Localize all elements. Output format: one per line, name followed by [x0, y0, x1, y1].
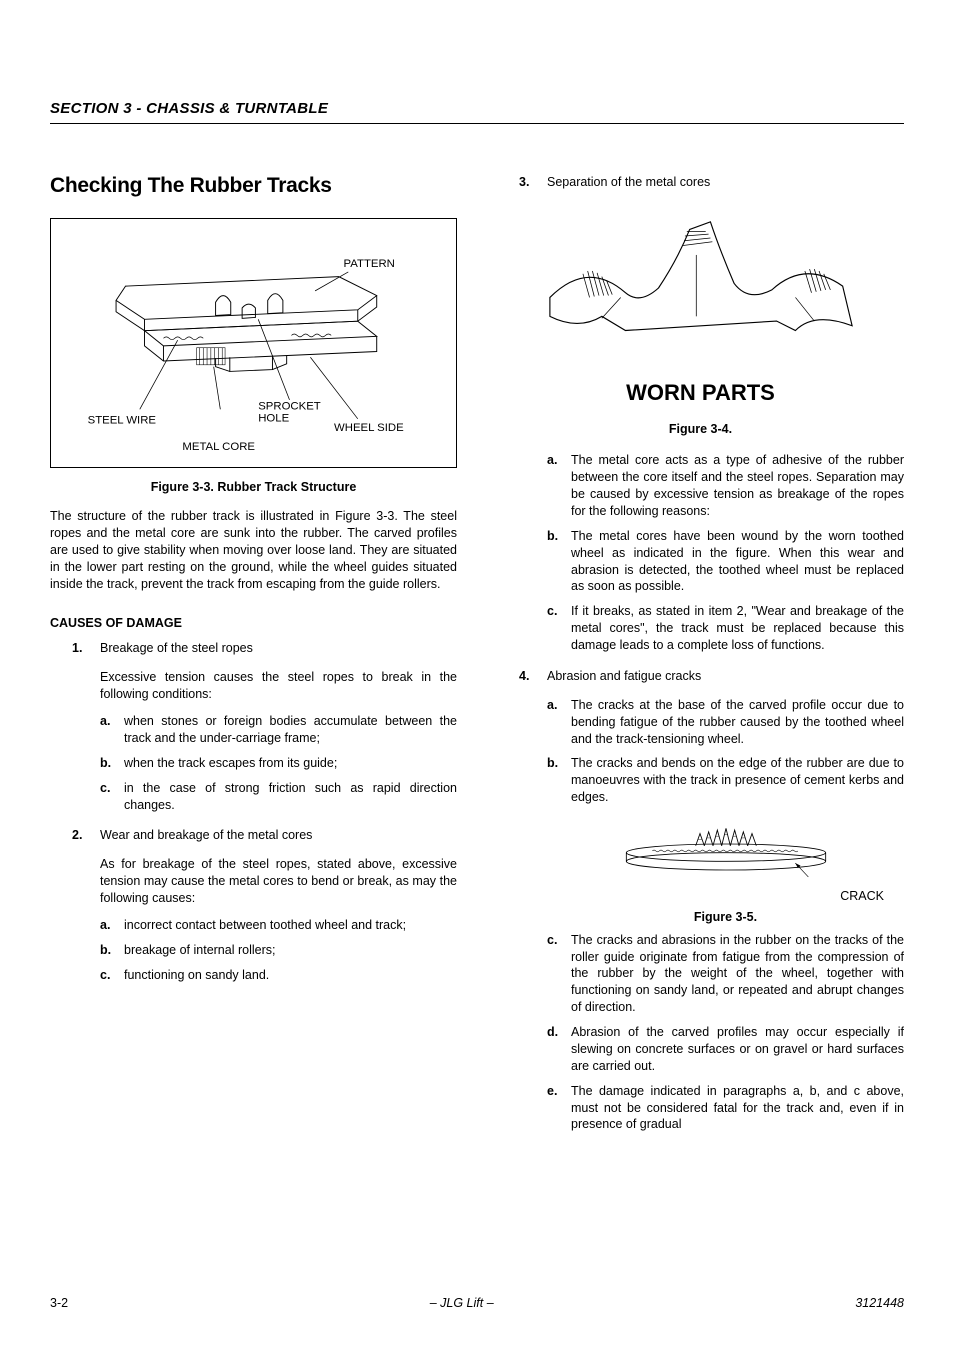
label-pattern: PATTERN: [344, 258, 395, 270]
cause-item-3: Separation of the metal cores: [497, 174, 904, 654]
causes-of-damage-heading: CAUSES OF DAMAGE: [50, 616, 457, 630]
cause-4-d: Abrasion of the carved profiles may occu…: [547, 1024, 904, 1075]
cause-2-a: incorrect contact between toothed wheel …: [100, 917, 457, 934]
footer-brand: – JLG Lift –: [430, 1296, 494, 1310]
cause-4-title: Abrasion and fatigue cracks: [547, 668, 904, 685]
cause-item-4: Abrasion and fatigue cracks The cracks a…: [497, 668, 904, 1133]
cause-3-c: If it breaks, as stated in item 2, "Wear…: [547, 603, 904, 654]
crack-label: CRACK: [547, 888, 904, 905]
rubber-track-structure-diagram: PATTERN STEEL WIRE SPROCKET HOLE WHEEL S…: [61, 234, 446, 452]
cause-4-b: The cracks and bends on the edge of the …: [547, 755, 904, 806]
crack-diagram: [596, 818, 856, 883]
figure-3-3-caption: Figure 3-3. Rubber Track Structure: [50, 480, 457, 494]
paragraph-structure: The structure of the rubber track is ill…: [50, 508, 457, 592]
subheading-checking-rubber-tracks: Checking The Rubber Tracks: [50, 174, 457, 198]
cause-2-body: As for breakage of the steel ropes, stat…: [100, 856, 457, 907]
content-columns: Checking The Rubber Tracks: [50, 174, 904, 1147]
figure-3-4: WORN PARTS Figure 3-4.: [497, 203, 904, 438]
footer-doc-number: 3121448: [855, 1296, 904, 1310]
worn-parts-label: WORN PARTS: [497, 378, 904, 408]
cause-1-b: when the track escapes from its guide;: [100, 755, 457, 772]
figure-3-4-caption: Figure 3-4.: [497, 421, 904, 438]
label-wheel-side: WHEEL SIDE: [334, 422, 404, 434]
label-metal-core: METAL CORE: [182, 441, 255, 452]
cause-2-title: Wear and breakage of the metal cores: [100, 827, 457, 844]
cause-4-c: The cracks and abrasions in the rubber o…: [547, 932, 904, 1016]
causes-list-continued: Separation of the metal cores: [497, 174, 904, 1133]
figure-3-5-caption: Figure 3-5.: [547, 909, 904, 926]
cause-1-body: Excessive tension causes the steel ropes…: [100, 669, 457, 703]
cause-3-sublist: The metal core acts as a type of adhesiv…: [547, 452, 904, 654]
cause-4-a: The cracks at the base of the carved pro…: [547, 697, 904, 748]
cause-4-sublist-cde: The cracks and abrasions in the rubber o…: [547, 932, 904, 1134]
label-sprocket-1: SPROCKET: [258, 400, 321, 412]
cause-2-sublist: incorrect contact between toothed wheel …: [100, 917, 457, 984]
cause-1-title: Breakage of the steel ropes: [100, 640, 457, 657]
cause-1-c: in the case of strong friction such as r…: [100, 780, 457, 814]
cause-2-b: breakage of internal rollers;: [100, 942, 457, 959]
label-steel-wire: STEEL WIRE: [88, 415, 157, 427]
cause-3-a: The metal core acts as a type of adhesiv…: [547, 452, 904, 520]
cause-4-e: The damage indicated in paragraphs a, b,…: [547, 1083, 904, 1134]
page-header: SECTION 3 - CHASSIS & TURNTABLE: [50, 100, 904, 124]
right-column: Separation of the metal cores: [497, 174, 904, 1147]
cause-item-1: Breakage of the steel ropes Excessive te…: [50, 640, 457, 813]
figure-3-3-box: PATTERN STEEL WIRE SPROCKET HOLE WHEEL S…: [50, 218, 457, 468]
worn-parts-diagram: [521, 203, 881, 373]
cause-3-b: The metal cores have been wound by the w…: [547, 528, 904, 596]
cause-4-sublist-ab: The cracks at the base of the carved pro…: [547, 697, 904, 806]
section-title: SECTION 3 - CHASSIS & TURNTABLE: [50, 100, 904, 117]
footer-page-number: 3-2: [50, 1296, 68, 1310]
cause-item-2: Wear and breakage of the metal cores As …: [50, 827, 457, 983]
page-footer: 3-2 – JLG Lift – 3121448: [50, 1296, 904, 1310]
cause-1-a: when stones or foreign bodies accumulate…: [100, 713, 457, 747]
cause-2-c: functioning on sandy land.: [100, 967, 457, 984]
figure-3-5: CRACK Figure 3-5.: [547, 818, 904, 926]
label-sprocket-2: HOLE: [258, 413, 289, 425]
causes-list: Breakage of the steel ropes Excessive te…: [50, 640, 457, 983]
cause-3-title: Separation of the metal cores: [547, 174, 904, 191]
left-column: Checking The Rubber Tracks: [50, 174, 457, 1147]
cause-1-sublist: when stones or foreign bodies accumulate…: [100, 713, 457, 813]
